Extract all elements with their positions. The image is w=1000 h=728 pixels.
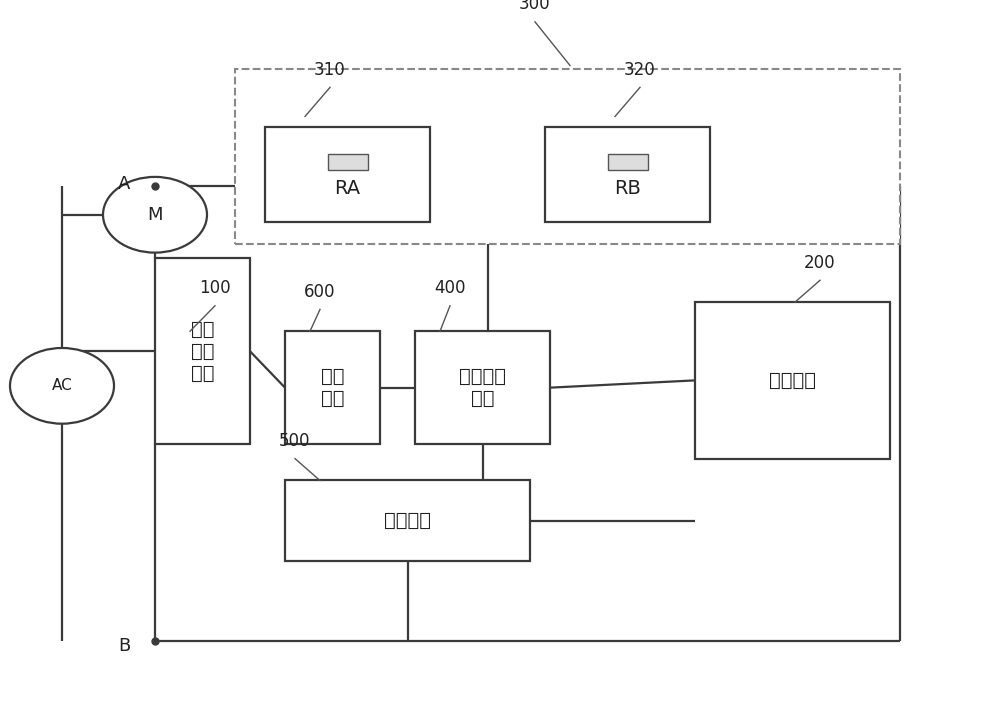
Bar [285, 331, 380, 444]
Bar [285, 480, 530, 561]
Text: AC: AC [52, 379, 72, 393]
Text: 300: 300 [519, 0, 551, 13]
Text: B: B [118, 638, 130, 655]
Text: 320: 320 [624, 60, 656, 79]
Text: M: M [147, 206, 163, 223]
Bar [235, 69, 900, 244]
Text: 整流电路: 整流电路 [769, 371, 816, 390]
Bar [695, 302, 890, 459]
Text: 开关
电路: 开关 电路 [321, 367, 344, 408]
Bar [265, 127, 430, 222]
Bar [328, 154, 368, 170]
Text: 磁传感器: 磁传感器 [384, 511, 431, 530]
Bar [545, 127, 710, 222]
Text: 600: 600 [304, 282, 336, 301]
Text: 500: 500 [279, 432, 311, 450]
Bar [155, 258, 250, 444]
Circle shape [103, 177, 207, 253]
Text: 310: 310 [314, 60, 346, 79]
Text: RB: RB [614, 179, 641, 199]
Circle shape [10, 348, 114, 424]
Text: A: A [118, 175, 130, 193]
Text: 双向
交流
开关: 双向 交流 开关 [191, 320, 214, 383]
Text: 100: 100 [199, 279, 231, 297]
Bar [608, 154, 648, 170]
Text: 开关控制
电路: 开关控制 电路 [459, 367, 506, 408]
Text: RA: RA [334, 179, 361, 199]
Text: 400: 400 [434, 279, 466, 297]
Bar [415, 331, 550, 444]
Text: 200: 200 [804, 253, 836, 272]
